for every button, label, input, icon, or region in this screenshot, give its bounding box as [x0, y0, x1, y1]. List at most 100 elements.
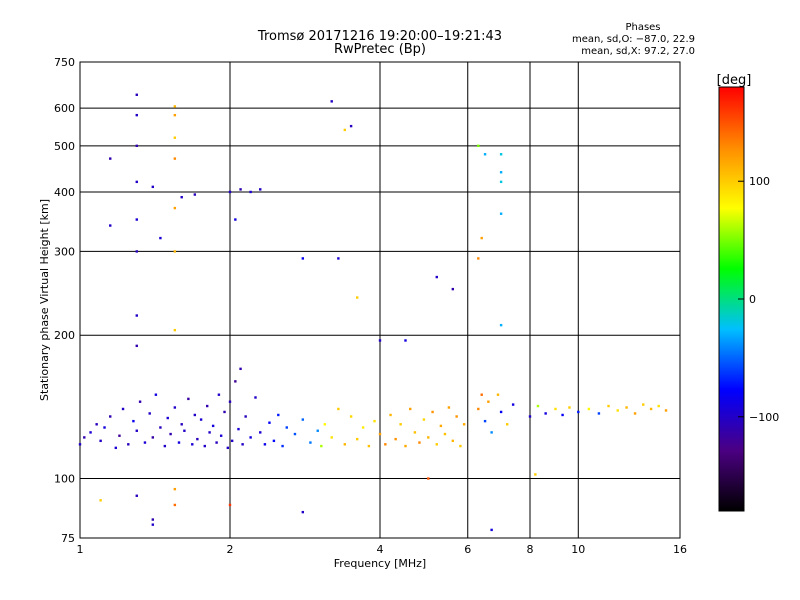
data-point [455, 415, 458, 418]
data-point [499, 171, 503, 174]
x-tick-label: 4 [377, 543, 384, 556]
data-point [228, 190, 232, 194]
data-point [561, 413, 564, 417]
x-tick-label: 2 [227, 543, 234, 556]
data-point [89, 431, 92, 434]
data-point [173, 503, 177, 507]
data-point [422, 418, 426, 421]
data-point [228, 400, 232, 403]
data-point [361, 426, 365, 429]
data-point [203, 444, 206, 448]
data-point [459, 444, 462, 448]
data-point [272, 439, 276, 443]
data-point [285, 426, 288, 429]
data-point [193, 193, 197, 196]
data-point [99, 499, 102, 502]
data-point [268, 421, 271, 424]
phases-line-o: mean, sd,O: −87.0, 22.9 [572, 34, 695, 45]
data-point [389, 413, 392, 417]
data-point [78, 443, 82, 446]
data-point [173, 328, 177, 332]
data-point [343, 443, 347, 446]
data-point [657, 404, 660, 408]
data-point [477, 144, 480, 148]
data-point [138, 400, 142, 403]
x-tick-label: 8 [527, 543, 534, 556]
data-point [373, 419, 376, 423]
y-tick-label: 400 [54, 186, 75, 199]
data-point [384, 443, 387, 446]
data-point [173, 105, 177, 108]
data-point [505, 423, 509, 426]
data-point [536, 404, 540, 408]
data-point [135, 218, 138, 221]
data-point [103, 426, 106, 429]
data-point [597, 412, 601, 415]
data-point [169, 432, 172, 436]
data-point [241, 443, 244, 446]
data-point [177, 441, 181, 444]
x-tick-label: 10 [571, 543, 585, 556]
data-point [121, 407, 125, 411]
data-point [511, 403, 515, 406]
data-point [228, 503, 232, 507]
data-point [293, 432, 297, 436]
data-point [109, 224, 112, 227]
data-point [337, 407, 340, 411]
y-tick-label: 600 [54, 102, 75, 115]
data-point [355, 437, 359, 441]
data-point [554, 407, 557, 411]
data-point [616, 409, 619, 412]
data-point [135, 429, 138, 432]
data-point [173, 113, 177, 117]
colorbar-tick-label: −100 [749, 411, 779, 424]
data-point [587, 407, 591, 411]
data-point [418, 441, 421, 444]
data-point [477, 407, 480, 411]
data-point [477, 257, 480, 260]
data-point [499, 180, 503, 184]
data-point [480, 236, 483, 240]
data-point [378, 339, 382, 342]
data-point [462, 423, 466, 426]
data-point [135, 250, 138, 253]
colorbar-tick-label: 100 [749, 175, 770, 188]
data-point [568, 406, 571, 409]
data-point [480, 393, 483, 396]
data-point [435, 275, 438, 279]
data-point [487, 400, 490, 403]
y-tick-label: 750 [54, 56, 75, 69]
data-point [234, 380, 237, 383]
data-point [173, 206, 177, 210]
data-point [173, 157, 177, 160]
data-point [135, 344, 138, 348]
data-point [196, 437, 199, 441]
data-point [413, 431, 417, 434]
data-point [499, 153, 503, 156]
data-point [237, 427, 240, 431]
data-point [219, 434, 223, 437]
data-point [263, 443, 267, 446]
data-point [151, 518, 155, 521]
data-point [191, 443, 194, 446]
data-point [499, 212, 503, 215]
data-point [239, 188, 242, 191]
data-point [394, 437, 397, 441]
data-point [135, 93, 138, 96]
data-point [316, 429, 319, 432]
y-tick-label: 100 [54, 473, 75, 486]
data-point [349, 124, 353, 128]
data-point [173, 406, 177, 409]
data-point [301, 418, 305, 421]
data-point [249, 190, 252, 194]
data-point [337, 257, 340, 260]
chart-title-line2: RwPretec (Bp) [334, 42, 426, 57]
y-tick-label: 200 [54, 329, 75, 342]
data-point [135, 113, 138, 117]
x-tick-label: 6 [464, 543, 471, 556]
data-point [143, 441, 147, 444]
data-point [277, 413, 280, 417]
data-point [187, 397, 190, 401]
data-point [451, 439, 455, 443]
